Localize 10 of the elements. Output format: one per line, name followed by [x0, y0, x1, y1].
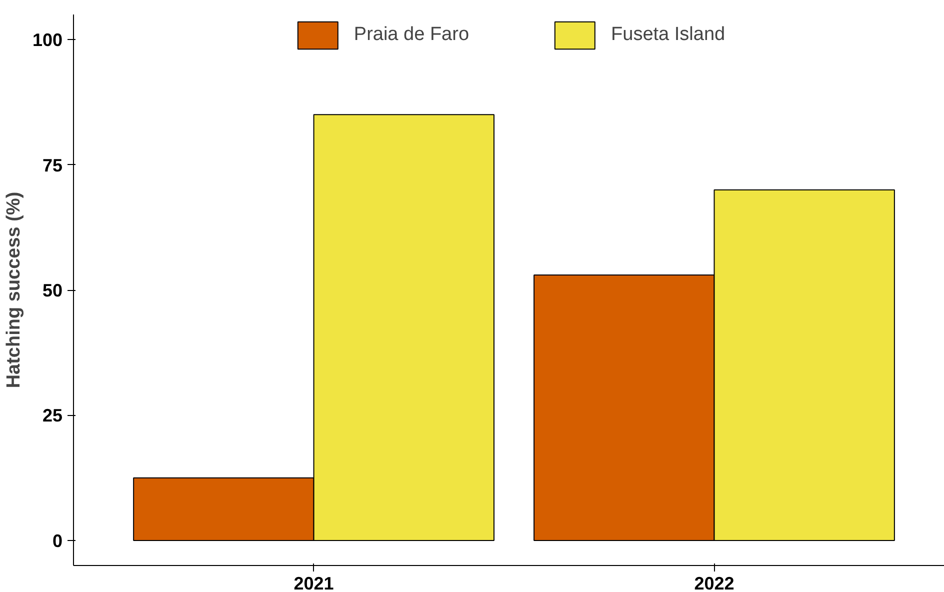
y-tick-label: 0	[52, 530, 63, 551]
y-tick-label: 25	[42, 406, 63, 426]
y-tick-label: 50	[42, 280, 63, 300]
x-tick-label: 2021	[294, 574, 334, 592]
legend-label: Praia de Faro	[354, 24, 470, 46]
y-tick-label: 100	[32, 30, 63, 50]
y-axis-title: Hatching success (%)	[3, 192, 24, 388]
legend-label: Fuseta Island	[611, 24, 726, 46]
x-tick-label: 2022	[694, 574, 734, 592]
y-tick-label: 75	[42, 155, 63, 176]
